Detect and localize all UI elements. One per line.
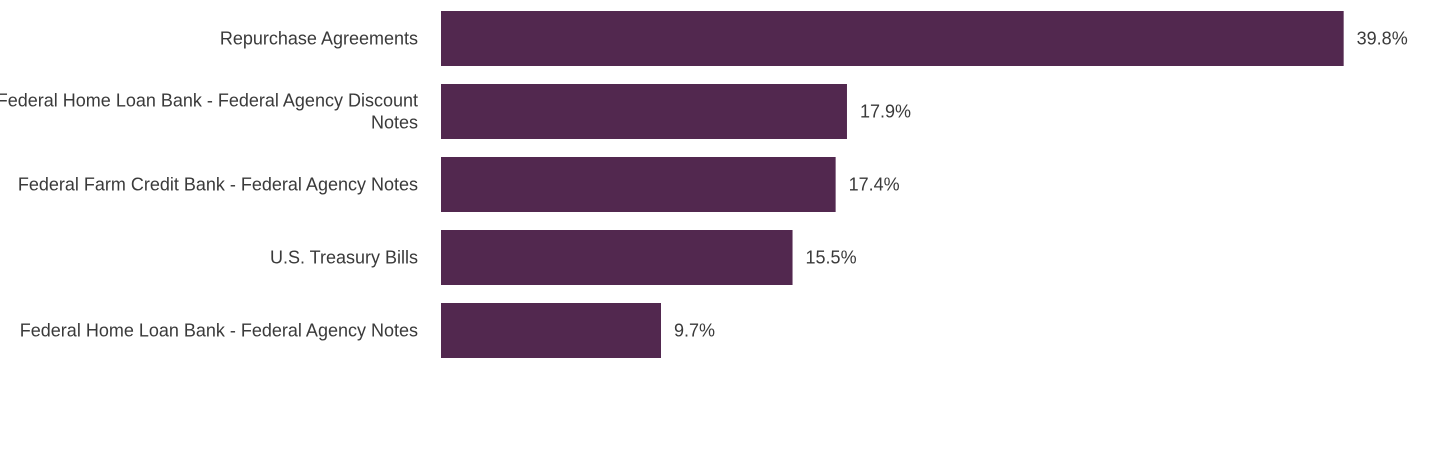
bar-1: [441, 11, 1344, 66]
bar-2: [441, 84, 847, 139]
category-label-3: Federal Farm Credit Bank - Federal Agenc…: [18, 175, 418, 195]
category-label-2: Federal Home Loan Bank - Federal Agency …: [0, 91, 418, 133]
bar-4: [441, 230, 793, 285]
value-label-4: 15.5%: [806, 248, 857, 268]
category-label-1: Repurchase Agreements: [220, 29, 418, 49]
category-label-4: U.S. Treasury Bills: [270, 248, 418, 268]
value-label-3: 17.4%: [849, 175, 900, 195]
value-label-5: 9.7%: [674, 321, 715, 341]
value-label-2: 17.9%: [860, 102, 911, 122]
bar-5: [441, 303, 661, 358]
bar-3: [441, 157, 836, 212]
category-label-5: Federal Home Loan Bank - Federal Agency …: [20, 321, 418, 341]
value-label-1: 39.8%: [1357, 29, 1408, 49]
